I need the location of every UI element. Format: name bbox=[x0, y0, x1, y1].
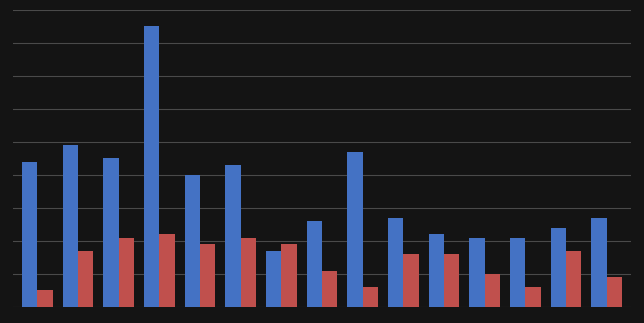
Bar bbox=[266, 251, 281, 307]
Bar bbox=[347, 152, 363, 307]
Bar bbox=[566, 251, 582, 307]
Bar bbox=[403, 254, 419, 307]
Bar bbox=[225, 165, 241, 307]
Bar bbox=[103, 158, 118, 307]
Bar bbox=[118, 237, 134, 307]
Bar bbox=[363, 287, 378, 307]
Bar bbox=[510, 237, 526, 307]
Bar bbox=[241, 237, 256, 307]
Bar bbox=[485, 274, 500, 307]
Bar bbox=[551, 228, 566, 307]
Bar bbox=[607, 277, 622, 307]
Bar bbox=[144, 26, 159, 307]
Bar bbox=[185, 175, 200, 307]
Bar bbox=[37, 290, 53, 307]
Bar bbox=[428, 234, 444, 307]
Bar bbox=[322, 271, 337, 307]
Bar bbox=[281, 244, 297, 307]
Bar bbox=[388, 218, 403, 307]
Bar bbox=[200, 244, 216, 307]
Bar bbox=[469, 237, 485, 307]
Bar bbox=[22, 162, 37, 307]
Bar bbox=[526, 287, 541, 307]
Bar bbox=[159, 234, 175, 307]
Bar bbox=[591, 218, 607, 307]
Bar bbox=[307, 221, 322, 307]
Bar bbox=[62, 145, 78, 307]
Bar bbox=[444, 254, 459, 307]
Bar bbox=[78, 251, 93, 307]
